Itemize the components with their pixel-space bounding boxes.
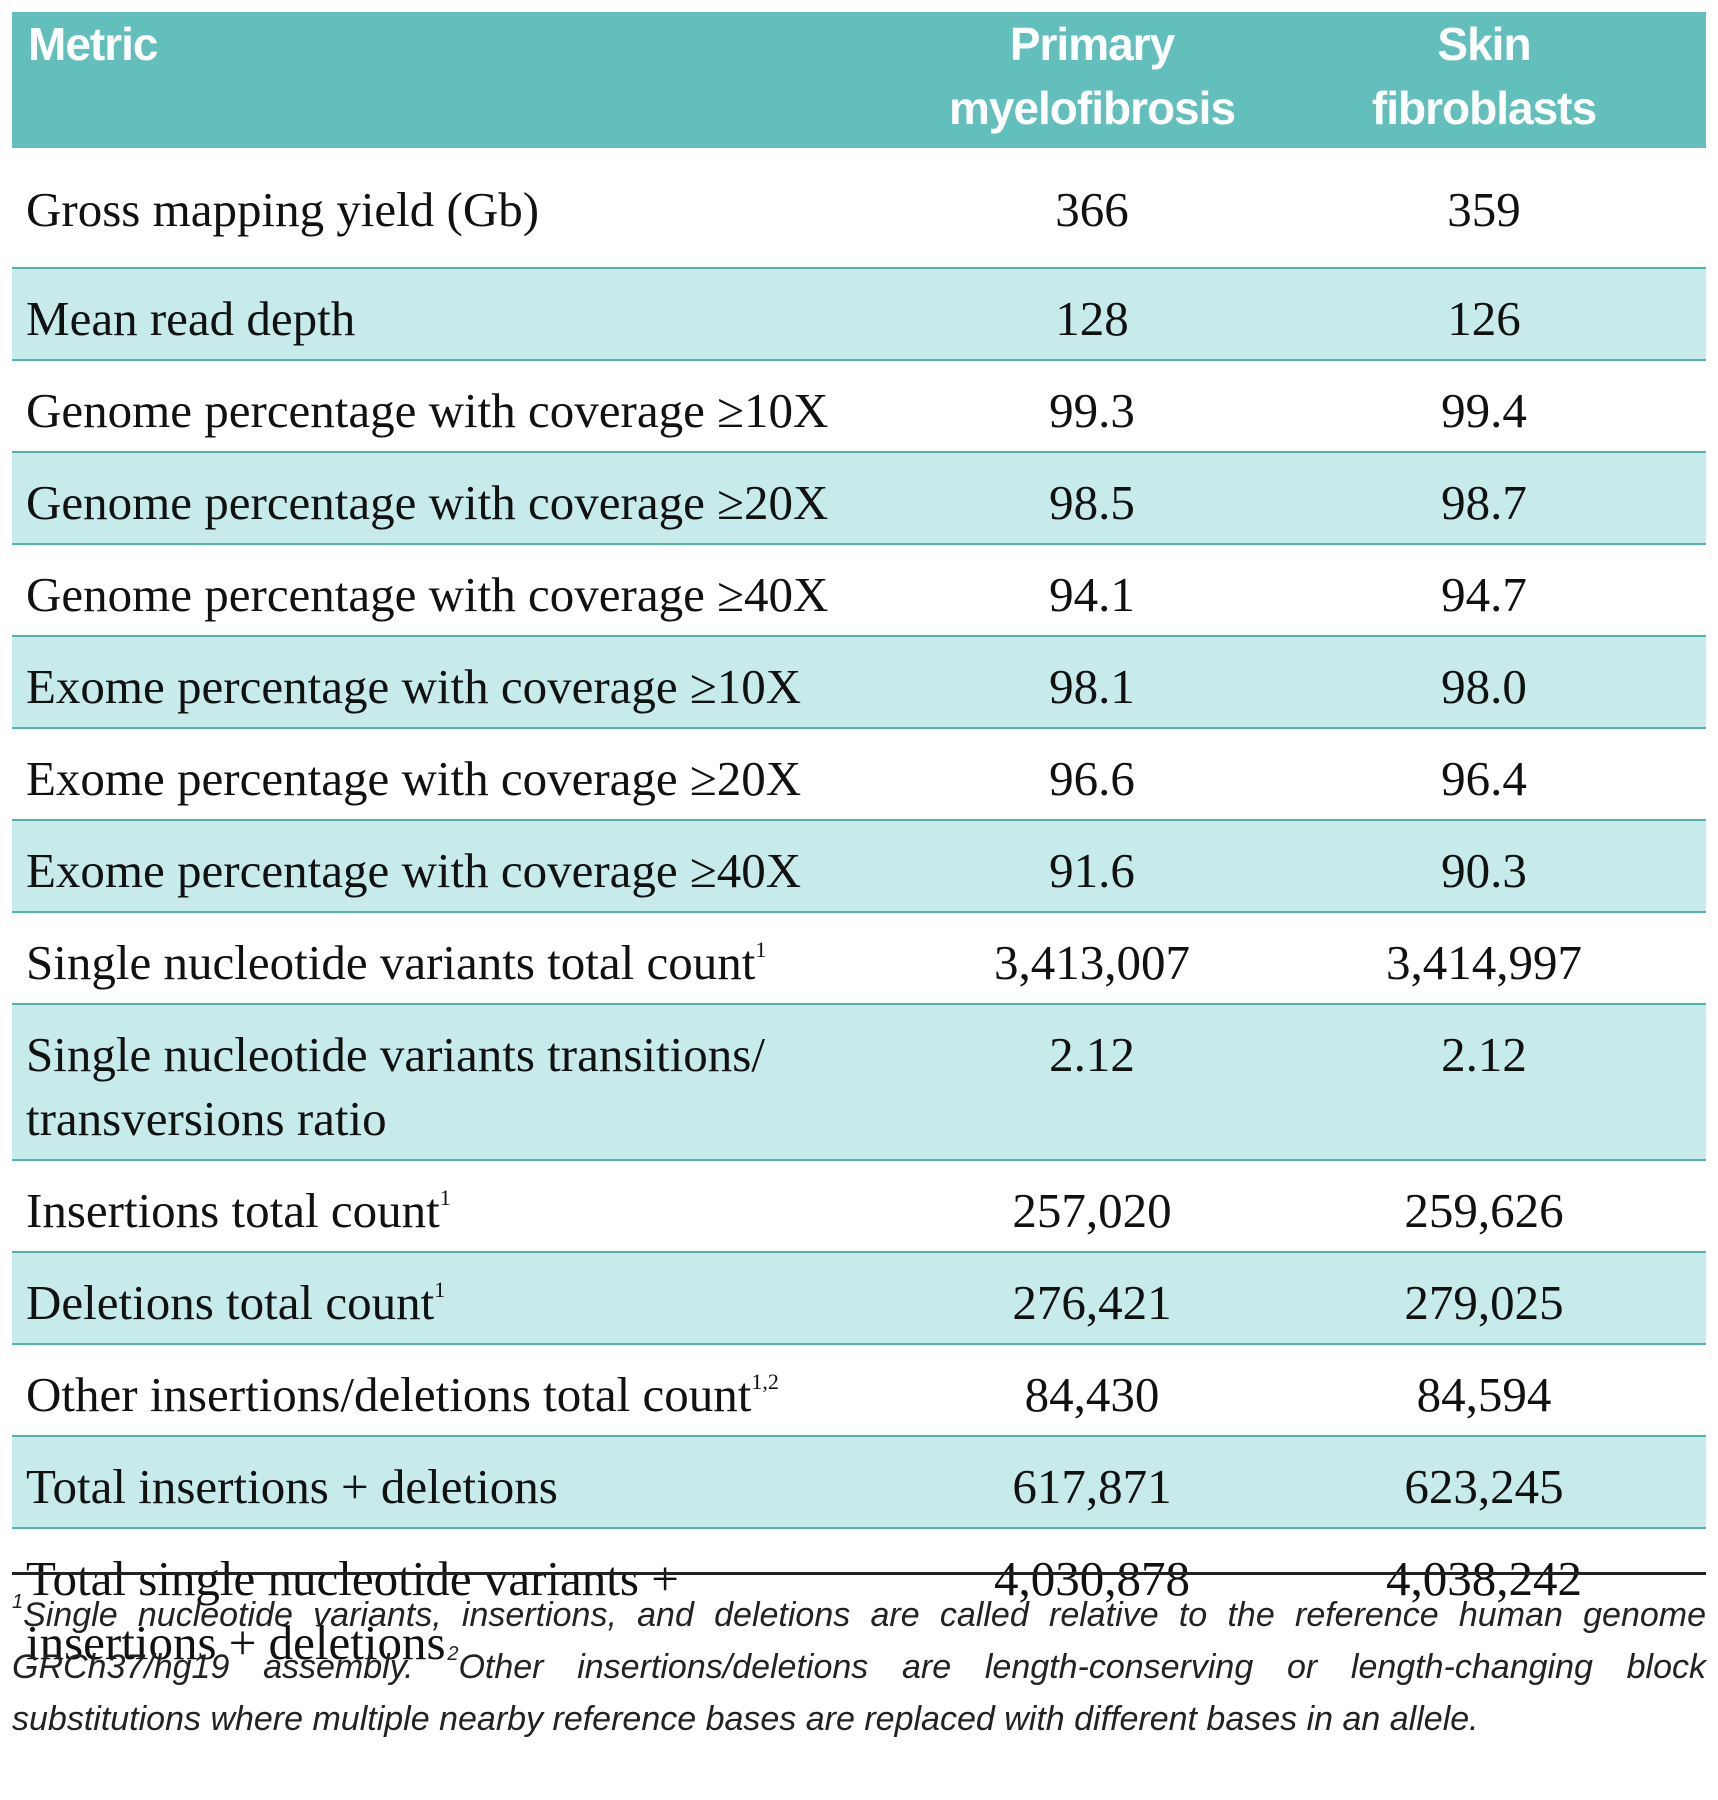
metric-label: Genome percentage with coverage ≥20X	[26, 475, 829, 530]
footnote-reference: 1	[439, 1185, 451, 1210]
primary-myelofibrosis-value: 91.6	[922, 820, 1262, 913]
skin-fibroblasts-value: 359	[1262, 148, 1706, 269]
metric-label: Mean read depth	[26, 291, 356, 346]
table-row: Insertions total count1 257,020 259,626	[12, 1160, 1706, 1253]
skin-fibroblasts-value: 98.0	[1262, 636, 1706, 729]
primary-myelofibrosis-value: 4,030,878	[994, 1551, 1190, 1606]
metric-label-line: Total single nucleotide variants +	[26, 1551, 679, 1606]
table-row: Total single nucleotide variants + insert…	[12, 1528, 1706, 1697]
primary-myelofibrosis-value: 3,413,007	[922, 912, 1262, 1005]
primary-myelofibrosis-value: 98.1	[922, 636, 1262, 729]
metric-label: Single nucleotide variants total count	[26, 935, 756, 990]
primary-myelofibrosis-value: 276,421	[922, 1252, 1262, 1345]
metric-cell: Mean read depth	[12, 268, 922, 361]
primary-myelofibrosis-value: 96.6	[922, 728, 1262, 821]
metric-label: Insertions total count	[26, 1183, 440, 1238]
metric-label: Exome percentage with coverage ≥20X	[26, 751, 802, 806]
header-primary-myelofibrosis: Primary myelofibrosis	[922, 12, 1262, 148]
table-body: Gross mapping yield (Gb) 366 359 Mean read …	[12, 148, 1706, 1697]
metric-label: Exome percentage with coverage ≥40X	[26, 843, 802, 898]
footnote-mark-1: 1	[12, 1591, 24, 1613]
sequencing-metrics-table: Metric Primary myelofibrosis Skin fibrob…	[12, 12, 1706, 1697]
skin-fibroblasts-value: 2.12	[1262, 1004, 1706, 1161]
metric-label-line: insertions + deletions	[26, 1615, 446, 1670]
skin-fibroblasts-value: 99.4	[1262, 360, 1706, 453]
metric-cell: Exome percentage with coverage ≥40X	[12, 820, 922, 913]
skin-fibroblasts-value: 98.7	[1262, 452, 1706, 545]
skin-fibroblasts-value: 126	[1262, 268, 1706, 361]
header-skin-fibroblasts: Skin fibroblasts	[1262, 12, 1706, 148]
table-row: Genome percentage with coverage ≥10X 99.3…	[12, 360, 1706, 453]
metric-label: Exome percentage with coverage ≥10X	[26, 659, 802, 714]
metric-cell: Genome percentage with coverage ≥20X	[12, 452, 922, 545]
metric-cell: Insertions total count1	[12, 1160, 922, 1253]
primary-myelofibrosis-value: 2.12	[922, 1004, 1262, 1161]
primary-myelofibrosis-value: 128	[922, 268, 1262, 361]
primary-myelofibrosis-value: 98.5	[922, 452, 1262, 545]
footnote-text-1: Single nucleotide variants, insertions, …	[12, 1596, 1706, 1686]
primary-myelofibrosis-value: 257,020	[922, 1160, 1262, 1253]
skin-fibroblasts-value: 96.4	[1262, 728, 1706, 821]
footnote-reference: 1	[434, 1277, 446, 1302]
skin-fibroblasts-value: 94.7	[1262, 544, 1706, 637]
table-row: Total insertions + deletions 617,871 623,2…	[12, 1436, 1706, 1529]
header-metric: Metric	[12, 12, 922, 148]
skin-fibroblasts-value: 279,025	[1262, 1252, 1706, 1345]
metric-label: Total insertions + deletions	[26, 1459, 558, 1514]
metric-cell: Total single nucleotide variants + insert…	[12, 1528, 922, 1697]
metric-cell: Genome percentage with coverage ≥10X	[12, 360, 922, 453]
table-header-row: Metric Primary myelofibrosis Skin fibrob…	[12, 12, 1706, 148]
metric-cell: Single nucleotide variants total count1	[12, 912, 922, 1005]
metric-cell: Single nucleotide variants transitions/t…	[12, 1004, 922, 1161]
metric-cell: Total insertions + deletions	[12, 1436, 922, 1529]
metric-label-line: Single nucleotide variants transitions/	[26, 1027, 765, 1082]
metric-label: Genome percentage with coverage ≥40X	[26, 567, 829, 622]
primary-myelofibrosis-value: 366	[922, 148, 1262, 269]
primary-myelofibrosis-value: 84,430	[922, 1344, 1262, 1437]
metric-label-line: transversions ratio	[26, 1091, 387, 1146]
table-row: Exome percentage with coverage ≥10X 98.1 9…	[12, 636, 1706, 729]
skin-fibroblasts-value: 623,245	[1262, 1436, 1706, 1529]
metric-label: Other insertions/deletions total count	[26, 1367, 752, 1422]
metric-cell: Deletions total count1	[12, 1252, 922, 1345]
table-row: Single nucleotide variants transitions/t…	[12, 1004, 1706, 1161]
metric-cell: Other insertions/deletions total count1,…	[12, 1344, 922, 1437]
skin-fibroblasts-value: 3,414,997	[1262, 912, 1706, 1005]
metric-label: Deletions total count	[26, 1275, 435, 1330]
primary-myelofibrosis-value: 99.3	[922, 360, 1262, 453]
metrics-table-container: Metric Primary myelofibrosis Skin fibrob…	[12, 12, 1706, 1697]
table-row: Exome percentage with coverage ≥40X 91.6 9…	[12, 820, 1706, 913]
skin-fibroblasts-value: 259,626	[1262, 1160, 1706, 1253]
table-row: Other insertions/deletions total count1,…	[12, 1344, 1706, 1437]
metric-cell: Exome percentage with coverage ≥10X	[12, 636, 922, 729]
metric-cell: Exome percentage with coverage ≥20X	[12, 728, 922, 821]
metric-label: Genome percentage with coverage ≥10X	[26, 383, 829, 438]
metric-cell: Gross mapping yield (Gb)	[12, 148, 922, 269]
table-row: Mean read depth 128 126	[12, 268, 1706, 361]
table-row: Gross mapping yield (Gb) 366 359	[12, 148, 1706, 269]
table-row: Genome percentage with coverage ≥20X 98.5…	[12, 452, 1706, 545]
skin-fibroblasts-value: 84,594	[1262, 1344, 1706, 1437]
table-footnote: 1Single nucleotide variants, insertions,…	[12, 1572, 1706, 1745]
footnote-text-2: Other insertions/deletions are length-co…	[12, 1648, 1706, 1738]
skin-fibroblasts-value: 90.3	[1262, 820, 1706, 913]
footnote-reference: 1,2	[751, 1369, 779, 1394]
skin-fibroblasts-value: 4,038,242	[1386, 1551, 1582, 1606]
footnote-reference: 1	[755, 937, 767, 962]
metric-cell: Genome percentage with coverage ≥40X	[12, 544, 922, 637]
table-row: Genome percentage with coverage ≥40X 94.1…	[12, 544, 1706, 637]
metric-label: Gross mapping yield (Gb)	[26, 182, 540, 237]
table-row: Single nucleotide variants total count1 3…	[12, 912, 1706, 1005]
primary-myelofibrosis-value: 617,871	[922, 1436, 1262, 1529]
table-row: Deletions total count1 276,421 279,025	[12, 1252, 1706, 1345]
footnote-mark-2: 2	[447, 1643, 459, 1665]
primary-myelofibrosis-value: 94.1	[922, 544, 1262, 637]
table-row: Exome percentage with coverage ≥20X 96.6 9…	[12, 728, 1706, 821]
